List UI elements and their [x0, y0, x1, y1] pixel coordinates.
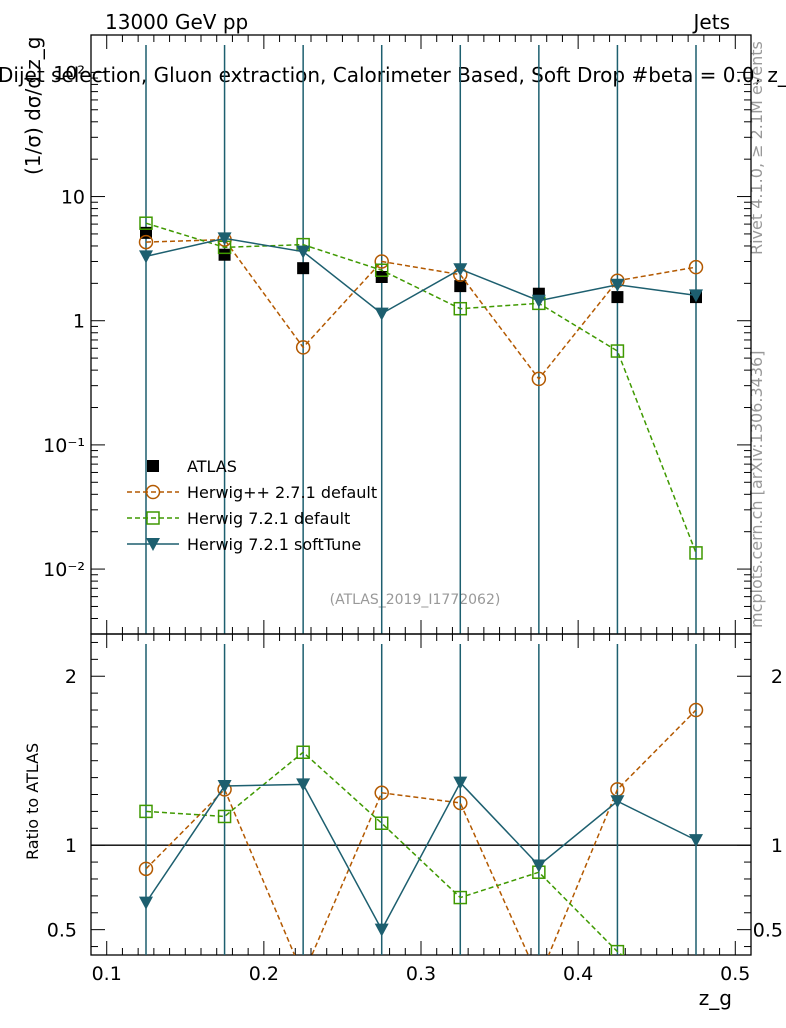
x-tick-label: 0.5	[720, 963, 750, 985]
data-point-atlas	[297, 262, 310, 275]
ratio-frame	[90, 633, 752, 956]
data-point-herwig721	[139, 804, 153, 819]
data-point-softtune	[689, 834, 703, 848]
x-tick-label: 0.2	[249, 963, 279, 985]
x-tick-label: 0.1	[92, 963, 122, 985]
series-softtune-ratio	[139, 776, 703, 937]
series-softtune-main	[139, 232, 703, 321]
series-herwig721-ratio	[139, 745, 625, 955]
main-plot: 10⁻² 10⁻¹ 1 10 10²	[43, 34, 752, 635]
main-ylabel: (1/σ) dσ/d z_g	[21, 37, 45, 175]
y-tick-label: 0.5	[47, 920, 77, 942]
watermark: (ATLAS_2019_I1772062)	[330, 592, 501, 608]
y-tick-label: 10⁻²	[43, 559, 85, 581]
y-tick-label: 10⁻¹	[43, 435, 85, 457]
data-point-herwig721	[453, 301, 468, 316]
legend-marker-herwig721	[146, 511, 160, 525]
data-point-softtune	[689, 289, 703, 303]
y-tick-label: 10	[61, 187, 85, 209]
series-line-herwigpp	[145, 238, 697, 381]
series-line-herwigpp	[145, 709, 697, 955]
data-point-herwigpp	[688, 259, 704, 275]
data-point-herwigpp	[138, 234, 154, 250]
x-axis-label: z_g	[699, 986, 732, 1010]
data-point-herwig721	[296, 745, 310, 760]
y-tick-label-right: 0.5	[753, 920, 783, 942]
data-point-herwig721	[139, 216, 153, 230]
data-point-herwigpp	[374, 785, 389, 801]
data-point-atlas	[218, 248, 231, 261]
y-tick-label: 2	[65, 666, 77, 688]
data-point-softtune	[453, 776, 468, 790]
legend-label-herwigpp: Herwig++ 2.7.1 default	[187, 483, 377, 502]
rivet-label: Rivet 4.1.0, ≥ 2.1M events	[747, 41, 766, 255]
data-point-softtune	[139, 896, 153, 910]
error-bars	[145, 45, 697, 634]
data-point-atlas	[454, 280, 467, 293]
y-tick-label: 10²	[53, 62, 85, 84]
ratio-plot: 0.5 0.51 12 20.1 0.2 0.3 0.4 0.5	[47, 35, 783, 985]
data-point-softtune	[217, 232, 232, 246]
data-point-herwigpp	[688, 702, 704, 718]
x-tick-label: 0.3	[406, 963, 436, 985]
data-point-softtune	[296, 778, 311, 792]
header-right: Jets	[692, 10, 730, 34]
legend-marker-herwigpp	[145, 484, 161, 500]
data-point-softtune	[531, 294, 546, 308]
data-point-atlas	[611, 291, 624, 304]
data-point-softtune	[296, 245, 311, 259]
data-point-herwigpp	[374, 254, 389, 269]
y-tick-label: 1	[73, 311, 85, 333]
header-left: 13000 GeV pp	[105, 10, 248, 34]
data-point-herwig721	[689, 546, 703, 560]
legend-marker-atlas	[147, 460, 159, 472]
series-line-softtune	[145, 237, 697, 315]
x-tick-label: 0.4	[563, 963, 593, 985]
series-line-herwig721	[145, 222, 697, 554]
data-point-herwigpp	[138, 861, 154, 877]
legend-label-atlas: ATLAS	[187, 457, 237, 476]
mcplots-label: mcplots.cern.ch [arXiv:1306.3436]	[747, 351, 766, 628]
data-point-herwigpp	[531, 371, 547, 387]
data-point-herwig721	[374, 816, 389, 830]
data-point-softtune	[217, 780, 232, 794]
data-point-herwig721	[610, 344, 625, 358]
data-point-softtune	[610, 278, 625, 292]
data-point-herwigpp	[297, 969, 310, 982]
data-point-softtune	[139, 250, 153, 264]
legend-label-softtune: Herwig 7.2.1 softTune	[187, 535, 361, 554]
data-point-herwigpp	[295, 340, 311, 355]
data-point-herwig721	[453, 890, 468, 905]
y-tick-label-right: 1	[771, 835, 783, 857]
legend-label-herwig721: Herwig 7.2.1 default	[187, 509, 350, 528]
series-line-herwig721	[145, 751, 624, 955]
data-point-softtune	[374, 307, 389, 321]
series-line-softtune	[145, 781, 697, 932]
series-herwig721-main	[139, 216, 703, 560]
data-point-herwig721	[374, 263, 389, 277]
data-point-softtune	[531, 859, 546, 873]
data-point-herwig721	[217, 809, 232, 824]
legend-marker-softtune	[146, 538, 160, 551]
ratio-ylabel: Ratio to ATLAS	[23, 743, 42, 860]
data-point-herwigpp	[532, 972, 545, 985]
data-point-softtune	[610, 795, 625, 809]
y-tick-label-right: 2	[771, 666, 783, 688]
data-point-herwig721	[610, 944, 625, 955]
y-tick-label: 1	[65, 835, 77, 857]
plot-title: Dijet selection, Gluon extraction, Calor…	[0, 63, 786, 87]
legend: ATLAS Herwig++ 2.7.1 default Herwig 7.2.1 …	[127, 457, 377, 554]
data-point-softtune	[453, 263, 468, 277]
data-point-softtune	[374, 923, 389, 937]
data-point-herwigpp	[453, 795, 468, 811]
